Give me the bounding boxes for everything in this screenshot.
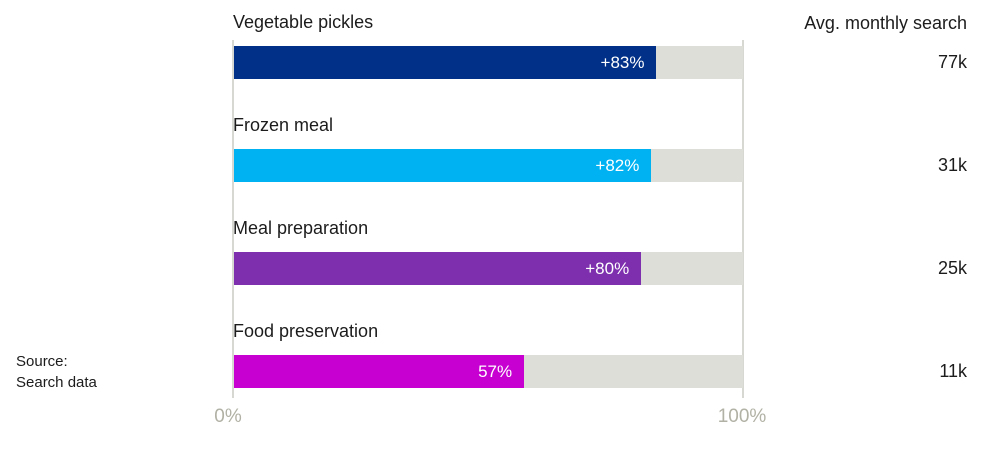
- source-text: Search data: [16, 374, 97, 391]
- source-label: Source:: [16, 353, 68, 370]
- bar-value-label: +83%: [600, 52, 645, 72]
- avg-monthly-search-value: 31k: [937, 155, 967, 175]
- bar-value-label: +82%: [595, 155, 640, 175]
- gridline-0pct: [232, 40, 234, 398]
- category-label: Food preservation: [233, 321, 379, 341]
- bar-fill: +82%: [234, 149, 652, 182]
- avg-monthly-search-value: 77k: [937, 52, 967, 72]
- x-axis-tick-0: 0%: [214, 406, 242, 427]
- bar-track: +82%: [234, 149, 743, 182]
- bar-fill: 57%: [234, 355, 525, 388]
- category-label: Vegetable pickles: [233, 12, 374, 32]
- bar-value-label: +80%: [585, 258, 630, 278]
- bar-fill: +83%: [234, 46, 657, 79]
- category-label: Frozen meal: [233, 115, 334, 135]
- x-axis-tick-100: 100%: [717, 406, 767, 427]
- avg-monthly-search-value: 11k: [939, 361, 967, 381]
- bar-value-label: 57%: [478, 361, 513, 381]
- avg-monthly-search-value: 25k: [937, 258, 967, 278]
- right-column-header: Avg. monthly search: [804, 13, 967, 33]
- bar-fill: +80%: [234, 252, 642, 285]
- category-label: Meal preparation: [233, 218, 369, 238]
- bar-track: 57%: [234, 355, 743, 388]
- gridline-100pct: [742, 40, 744, 398]
- source-note: Source: Search data: [16, 351, 97, 393]
- bar-track: +83%: [234, 46, 743, 79]
- bar-track: +80%: [234, 252, 743, 285]
